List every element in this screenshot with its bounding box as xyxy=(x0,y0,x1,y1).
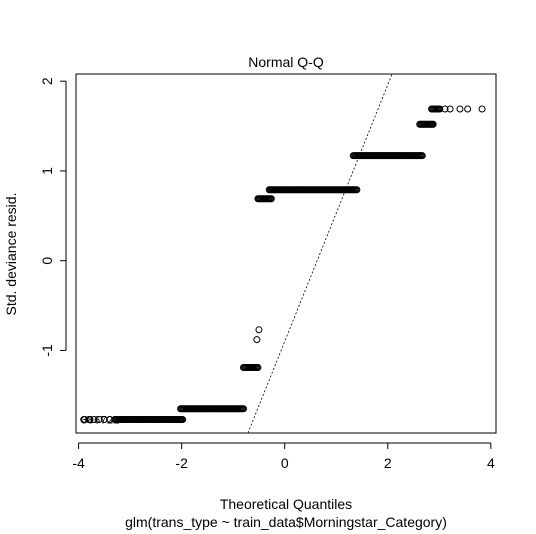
point-id-label: 2 xyxy=(107,415,113,427)
plot-frame xyxy=(75,73,497,434)
x-tick-label: -4 xyxy=(72,455,85,471)
data-point xyxy=(239,405,247,413)
data-point xyxy=(418,152,426,160)
data-point xyxy=(478,105,486,113)
x-axis: -4 -2 0 2 4 xyxy=(72,442,495,471)
point-id-label: 6 xyxy=(94,415,100,427)
data-point xyxy=(441,105,449,113)
data-point xyxy=(456,105,464,113)
point-id-label: 7 xyxy=(101,415,107,427)
y-axis-label: Std. deviance resid. xyxy=(3,193,19,316)
data-point xyxy=(353,186,361,194)
x-axis-label: Theoretical Quantiles xyxy=(220,496,352,512)
x-tick-label: 4 xyxy=(487,455,495,471)
chart-title: Normal Q-Q xyxy=(248,54,324,70)
x-tick-label: 0 xyxy=(281,455,289,471)
data-point xyxy=(255,326,263,334)
data-point xyxy=(429,120,437,128)
data-point xyxy=(95,416,103,424)
data-point xyxy=(86,416,94,424)
point-id-label: 1 xyxy=(114,415,120,427)
data-point xyxy=(254,363,262,371)
point-id-label: 3 xyxy=(81,415,87,427)
data-point xyxy=(436,105,444,113)
point-id-label: 8 xyxy=(88,415,94,427)
data-point xyxy=(267,195,275,203)
y-tick-label: 0 xyxy=(39,257,55,265)
y-tick-label: -1 xyxy=(39,344,55,357)
y-axis: -1 0 1 2 xyxy=(39,77,67,357)
data-points xyxy=(80,105,486,424)
data-point xyxy=(90,416,98,424)
x-tick-label: 2 xyxy=(384,455,392,471)
reference-line xyxy=(247,73,393,434)
data-point xyxy=(81,416,89,424)
x-tick-label: -2 xyxy=(175,455,188,471)
data-point xyxy=(446,105,454,113)
y-tick-label: 1 xyxy=(39,167,55,175)
data-point xyxy=(100,416,108,424)
chart-subtitle: glm(trans_type ~ train_data$Morningstar_… xyxy=(125,514,447,530)
data-point xyxy=(253,336,261,344)
y-tick-label: 2 xyxy=(39,77,55,85)
data-point xyxy=(179,416,187,424)
data-point xyxy=(464,105,472,113)
